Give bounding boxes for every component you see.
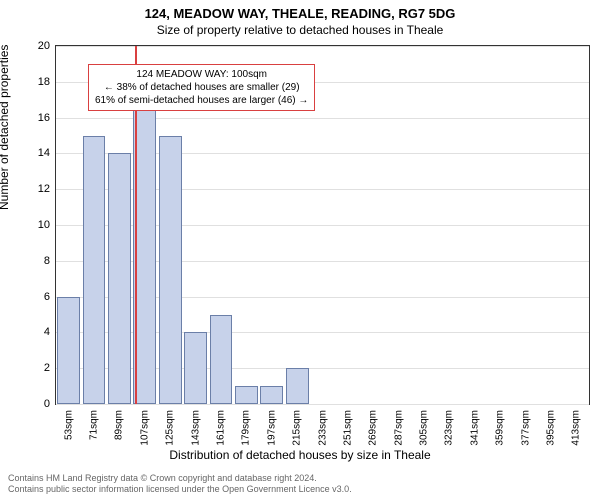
bar — [260, 386, 283, 404]
x-tick-label: 161sqm — [215, 410, 226, 446]
gridline — [56, 404, 589, 405]
x-axis-label: Distribution of detached houses by size … — [0, 448, 600, 462]
x-tick-label: 359sqm — [495, 410, 506, 446]
annotation-line3: 61% of semi-detached houses are larger (… — [95, 94, 308, 107]
chart-area: 0246810121416182053sqm71sqm89sqm107sqm12… — [55, 45, 590, 405]
y-tick-label: 12 — [38, 183, 50, 195]
bar — [184, 332, 207, 404]
footer-line2: Contains public sector information licen… — [8, 484, 592, 496]
y-tick-label: 14 — [38, 147, 50, 159]
bar — [235, 386, 258, 404]
footer-line1: Contains HM Land Registry data © Crown c… — [8, 473, 592, 485]
annotation-line1: 124 MEADOW WAY: 100sqm — [95, 68, 308, 81]
y-tick-label: 18 — [38, 76, 50, 88]
y-tick-label: 10 — [38, 219, 50, 231]
y-tick-label: 6 — [44, 291, 50, 303]
x-tick-label: 89sqm — [114, 410, 125, 440]
x-tick-label: 143sqm — [190, 410, 201, 446]
x-tick-label: 395sqm — [545, 410, 556, 446]
bar — [210, 315, 233, 405]
x-tick-label: 71sqm — [89, 410, 100, 440]
x-tick-label: 305sqm — [419, 410, 430, 446]
x-tick-label: 179sqm — [241, 410, 252, 446]
chart-subtitle: Size of property relative to detached ho… — [0, 21, 600, 37]
bar — [83, 136, 106, 405]
footer: Contains HM Land Registry data © Crown c… — [8, 473, 592, 496]
x-tick-label: 413sqm — [571, 410, 582, 446]
y-tick-label: 20 — [38, 40, 50, 52]
x-tick-label: 53sqm — [63, 410, 74, 440]
x-tick-label: 215sqm — [292, 410, 303, 446]
bar — [159, 136, 182, 405]
x-tick-label: 233sqm — [317, 410, 328, 446]
y-axis-label: Number of detached properties — [0, 45, 11, 210]
x-tick-label: 377sqm — [520, 410, 531, 446]
bar — [133, 100, 156, 404]
annotation-box: 124 MEADOW WAY: 100sqm ← 38% of detached… — [88, 64, 315, 111]
x-tick-label: 287sqm — [393, 410, 404, 446]
y-tick-label: 0 — [44, 398, 50, 410]
y-tick-label: 2 — [44, 362, 50, 374]
bar — [286, 368, 309, 404]
y-tick-label: 8 — [44, 255, 50, 267]
x-tick-label: 125sqm — [165, 410, 176, 446]
chart-title: 124, MEADOW WAY, THEALE, READING, RG7 5D… — [0, 0, 600, 21]
x-tick-label: 197sqm — [266, 410, 277, 446]
bar — [57, 297, 80, 404]
x-tick-label: 341sqm — [469, 410, 480, 446]
y-tick-label: 16 — [38, 112, 50, 124]
x-tick-label: 251sqm — [342, 410, 353, 446]
x-tick-label: 269sqm — [368, 410, 379, 446]
y-tick-label: 4 — [44, 326, 50, 338]
bar — [108, 153, 131, 404]
x-tick-label: 107sqm — [139, 410, 150, 446]
annotation-line2: ← 38% of detached houses are smaller (29… — [95, 81, 308, 94]
x-tick-label: 323sqm — [444, 410, 455, 446]
